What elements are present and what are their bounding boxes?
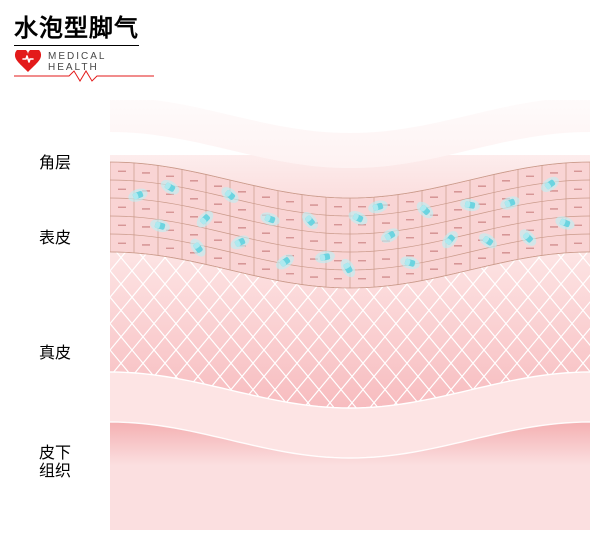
sub-line1: MEDICAL [48,51,106,62]
ekg-line-icon [14,70,154,82]
layer-label-epidermis: 表皮 [0,230,110,248]
page-title: 水泡型脚气 [14,8,139,46]
header: 水泡型脚气 MEDICAL HEALTH [14,8,139,74]
layer-label-dermis: 真皮 [0,345,110,363]
layer-label-subcutis: 皮下组织 [0,445,110,482]
skin-diagram [110,100,590,530]
layer-labels: 角层表皮真皮皮下组织 [0,110,110,520]
layer-label-stratum: 角层 [0,155,110,173]
